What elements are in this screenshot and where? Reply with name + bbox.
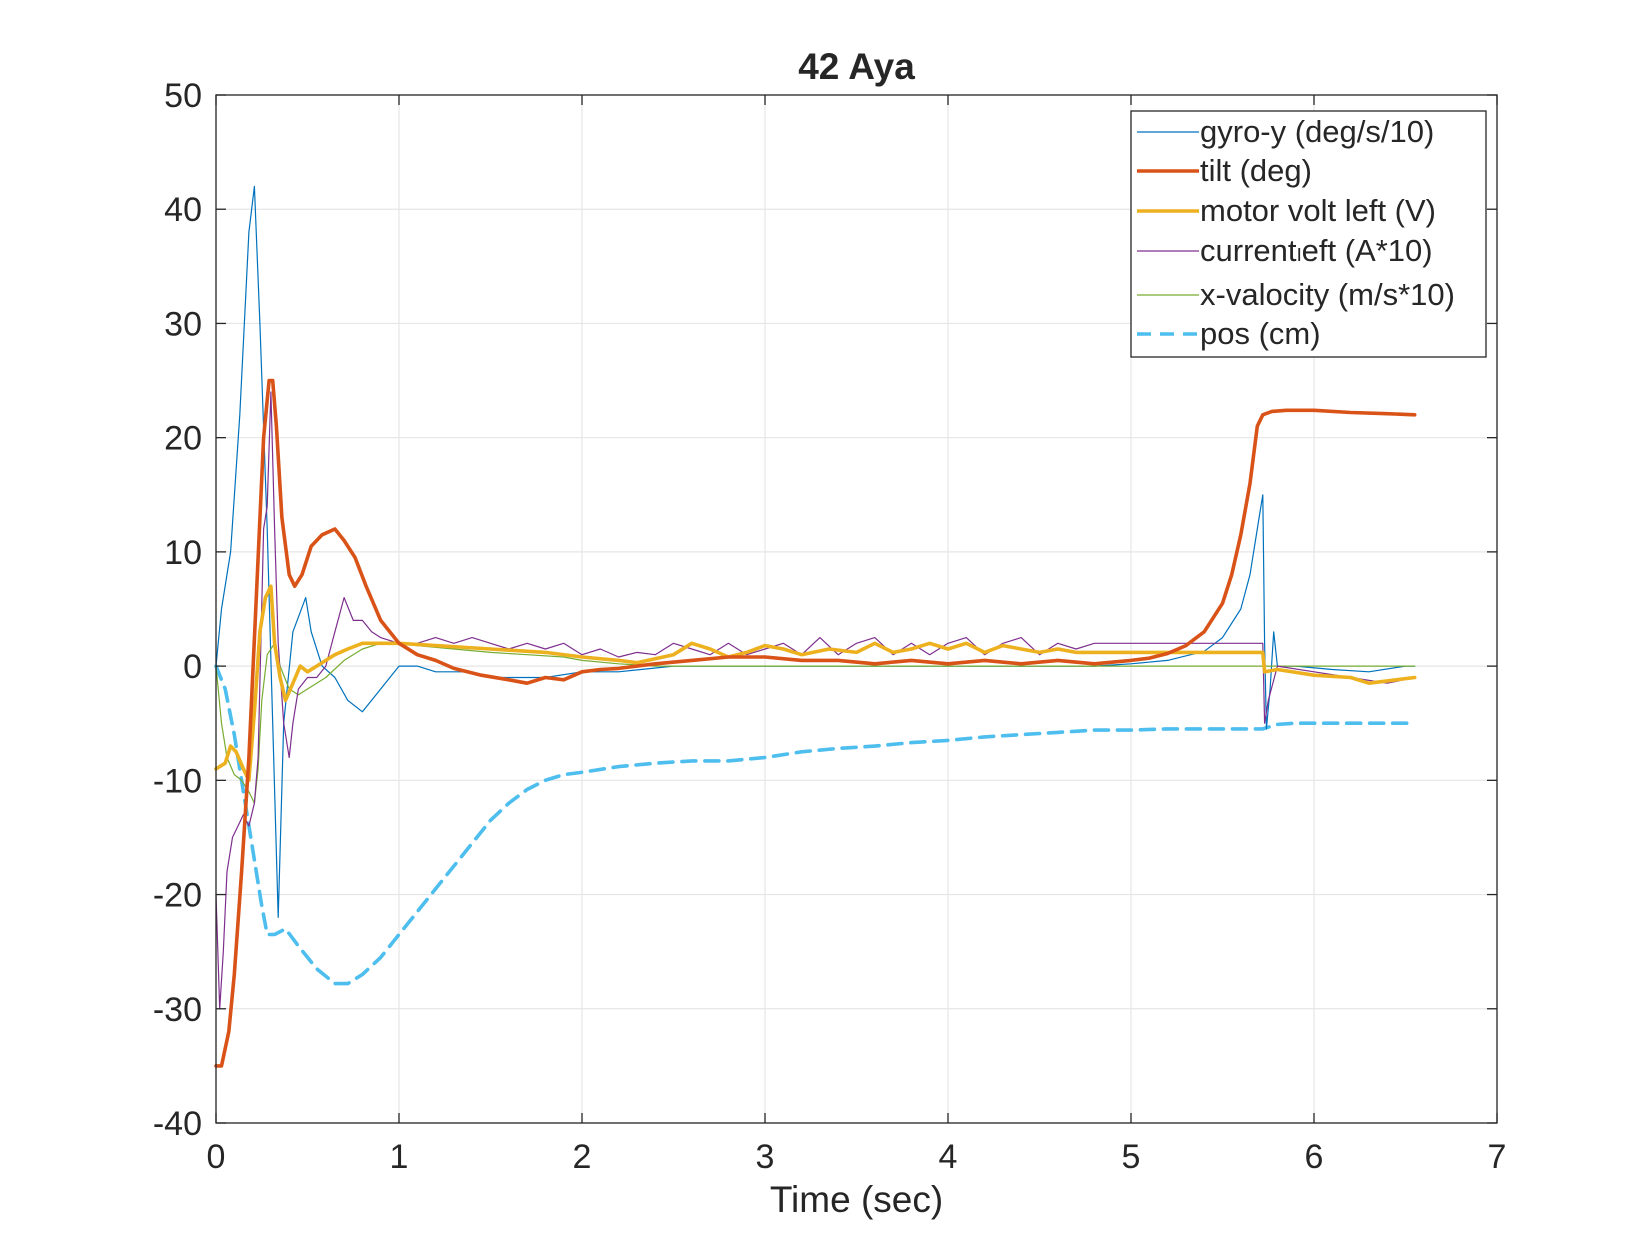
y-tick-label: -40	[153, 1105, 202, 1143]
x-axis-title: Time (sec)	[770, 1179, 943, 1220]
legend-label: pos (cm)	[1200, 316, 1321, 351]
legend-label: tilt (deg)	[1200, 153, 1312, 188]
y-tick-label: 50	[164, 77, 202, 115]
y-tick-label: -30	[153, 991, 202, 1029]
y-tick-label: -20	[153, 877, 202, 915]
x-tick-label: 2	[573, 1138, 592, 1176]
legend-label: gyro-y (deg/s/10)	[1200, 114, 1434, 149]
axes-box	[215, 94, 1498, 1124]
y-tick-label: -10	[153, 762, 202, 800]
legend: gyro-y (deg/s/10) tilt (deg) motor volt le…	[1130, 110, 1487, 358]
series-line-1	[214, 378, 1417, 1068]
y-tick-label: 40	[164, 191, 202, 229]
chart-title: 42 Aya	[798, 46, 915, 87]
series-line-4	[215, 642, 1416, 804]
x-tick-label: 6	[1305, 1138, 1324, 1176]
series-line-3	[215, 391, 1416, 1010]
x-tick-label: 4	[939, 1138, 958, 1176]
plot-area	[214, 185, 1417, 1068]
x-tick-label: 3	[756, 1138, 775, 1176]
series-line-0	[215, 185, 1416, 918]
y-tick-label: 0	[183, 648, 202, 686]
axis-ticks: 0 1 2 3 4 5 6 7 -40 -30 -20 -10 0 10 20 30 40 50	[153, 77, 1507, 1176]
y-tick-label: 10	[164, 534, 202, 572]
x-tick-label: 1	[390, 1138, 409, 1176]
y-tick-label: 20	[164, 420, 202, 458]
legend-label: currentₗeft (A*10)	[1200, 233, 1433, 268]
x-tick-label: 0	[207, 1138, 226, 1176]
legend-label: x-valocity (m/s*10)	[1200, 277, 1455, 312]
x-tick-label: 7	[1488, 1138, 1507, 1176]
y-tick-label: 30	[164, 305, 202, 343]
legend-label: motor volt left (V)	[1200, 193, 1436, 228]
x-tick-label: 5	[1122, 1138, 1141, 1176]
legend-box	[1130, 110, 1487, 358]
series-line-2	[214, 584, 1417, 783]
series-line-5	[214, 664, 1417, 986]
